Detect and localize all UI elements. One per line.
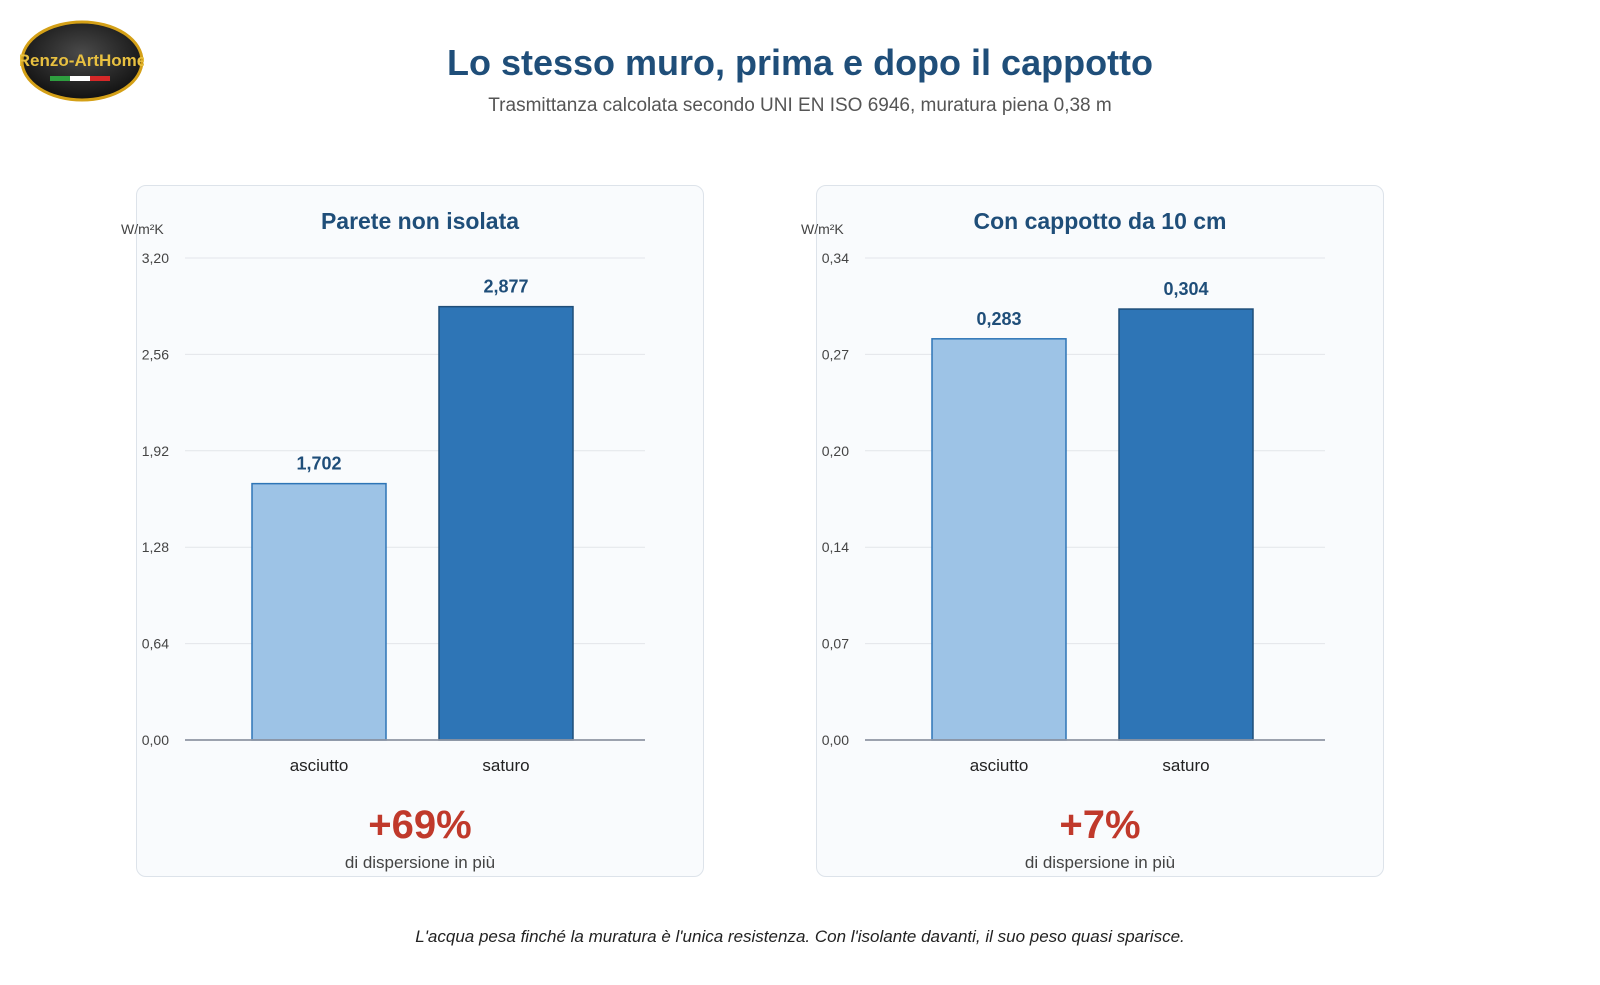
y-tick-label: 2,56 — [142, 346, 169, 362]
bar-asciutto — [251, 482, 387, 741]
bar-chart: 0,00 0,64 1,28 1,92 2,56 3,20 1,702 asciutto 2,8… — [142, 250, 645, 775]
y-tick-label: 1,92 — [142, 443, 169, 459]
x-tick-label: asciutto — [290, 756, 349, 775]
y-axis-unit-label: W/m²K — [801, 221, 844, 237]
x-tick-label: saturo — [1162, 756, 1209, 775]
chart-title: Con cappotto da 10 cm — [973, 208, 1227, 234]
y-axis-unit-label: W/m²K — [121, 221, 164, 237]
y-tick-label: 3,20 — [142, 250, 169, 266]
y-tick-label: 0,34 — [822, 250, 849, 266]
chart-title: Parete non isolata — [320, 208, 520, 234]
page-subtitle: Trasmittanza calcolata secondo UNI EN IS… — [488, 95, 1112, 116]
y-tick-label: 0,64 — [142, 636, 169, 652]
footnote: L'acqua pesa finché la muratura è l'unic… — [415, 927, 1185, 946]
y-tick-label: 0,00 — [142, 732, 169, 748]
x-tick-label: saturo — [482, 756, 529, 775]
data-label: 0,283 — [976, 309, 1021, 329]
y-tick-label: 0,14 — [822, 539, 849, 555]
percent-caption: di dispersione in più — [1024, 853, 1176, 872]
percent-caption: di dispersione in più — [344, 853, 496, 872]
logo-text: Renzo-ArtHome — [20, 51, 144, 70]
chart-panel-uninsulated: Parete non isolata W/m²K 0,00 0,64 1,28 1,9… — [121, 185, 704, 877]
bar-saturo — [1118, 308, 1254, 741]
y-tick-label: 0,27 — [822, 346, 849, 362]
x-tick-label: asciutto — [970, 756, 1029, 775]
bar-asciutto — [931, 338, 1067, 741]
bar-chart: 0,00 0,07 0,14 0,20 0,27 0,34 0,283 asciutto 0,3… — [822, 250, 1325, 775]
y-tick-label: 1,28 — [142, 539, 169, 555]
chart-panel-insulated: Con cappotto da 10 cm W/m²K 0,00 0,07 0,14… — [801, 185, 1384, 877]
y-tick-label: 0,00 — [822, 732, 849, 748]
brand-logo: Renzo-ArtHome — [20, 20, 144, 102]
percent-increase: +69% — [368, 803, 472, 847]
italian-flag-icon — [50, 76, 110, 81]
data-label: 1,702 — [296, 454, 341, 474]
data-label: 0,304 — [1163, 279, 1208, 299]
y-tick-label: 0,20 — [822, 443, 849, 459]
y-tick-label: 0,07 — [822, 636, 849, 652]
bar-saturo — [438, 305, 574, 741]
data-label: 2,877 — [483, 277, 528, 297]
percent-increase: +7% — [1059, 803, 1141, 847]
page-title: Lo stesso muro, prima e dopo il cappotto — [446, 42, 1154, 83]
